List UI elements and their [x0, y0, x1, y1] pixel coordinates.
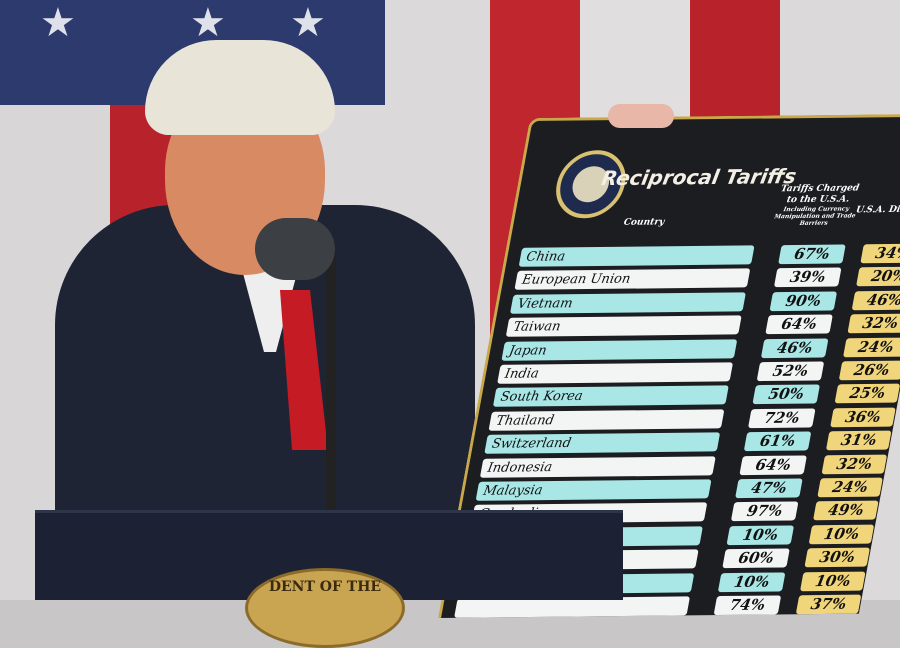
star-icon: ★ [190, 0, 226, 46]
charged-cell: 72% [748, 408, 816, 428]
charged-cell: 10% [726, 525, 795, 545]
reciprocal-cell: 20% [856, 266, 900, 287]
table-row: Taiwan 64% 32% [493, 313, 900, 338]
table-row: Indonesia 64% 32% [467, 454, 892, 478]
microphone-icon [255, 218, 335, 280]
reciprocal-cell: 32% [847, 313, 900, 334]
reciprocal-cell: 24% [843, 337, 900, 357]
charged-cell: 50% [752, 384, 820, 405]
reciprocal-cell: 30% [804, 547, 870, 568]
table-row: Japan 46% 24% [488, 337, 900, 361]
country-cell: Taiwan [505, 315, 742, 338]
charged-cell: 64% [765, 314, 833, 335]
table-row: India 52% 26% [484, 360, 900, 385]
star-icon: ★ [40, 0, 76, 46]
table-row: Vietnam 90% 46% [497, 290, 900, 314]
charged-cell: 74% [713, 595, 782, 616]
column-header-charged: Tariffs Charged to the U.S.A. Including C… [773, 183, 861, 227]
table-row: South Korea 50% 25% [480, 383, 900, 408]
reciprocal-cell: 25% [834, 383, 900, 404]
charged-cell: 90% [769, 291, 838, 311]
country-cell: Thailand [488, 409, 725, 431]
country-cell: Vietnam [510, 292, 746, 314]
reciprocal-cell: 31% [825, 430, 892, 451]
country-cell: South Korea [492, 385, 729, 408]
country-cell: China [518, 245, 755, 267]
reciprocal-cell: 32% [821, 454, 888, 474]
reciprocal-cell: 37% [795, 594, 862, 615]
country-cell: Japan [501, 338, 738, 361]
table-row: China 67% 34% [505, 243, 900, 268]
column-header-reciprocal: U.S.A. Dis… Reciproca… [855, 204, 900, 216]
charged-cell: 10% [717, 572, 786, 592]
reciprocal-cell: 24% [817, 477, 883, 498]
reciprocal-cell: 10% [800, 571, 866, 591]
country-cell: Malaysia [475, 479, 712, 501]
star-icon: ★ [290, 0, 326, 46]
charged-cell: 97% [730, 501, 799, 522]
charged-cell: 47% [735, 478, 803, 499]
table-row: Thailand 72% 36% [475, 407, 900, 431]
column-header-country: Country [622, 217, 666, 228]
charged-cell: 39% [773, 267, 842, 288]
reciprocal-cell: 49% [812, 500, 879, 521]
charged-cell: 46% [760, 338, 829, 358]
charged-cell: 52% [756, 361, 825, 382]
table-row: European Union 39% 20% [501, 266, 900, 291]
country-cell: Indonesia [479, 455, 716, 478]
reciprocal-cell: 46% [851, 290, 900, 311]
charged-cell: 64% [739, 455, 808, 475]
country-cell: India [497, 362, 734, 384]
podium-seal: DENT OF THE [245, 568, 405, 648]
charged-cell: 60% [722, 548, 790, 569]
charged-cell: 67% [778, 244, 846, 265]
microphone-stand [326, 250, 336, 515]
board-title: Reciprocal Tariffs [599, 164, 799, 191]
reciprocal-cell: 26% [838, 360, 900, 381]
table-row: Malaysia 47% 24% [462, 477, 887, 502]
speaker-hair [145, 40, 335, 135]
charged-cell: 61% [743, 431, 812, 452]
hand-holding-board [608, 104, 674, 128]
table-row: Switzerland 61% 31% [471, 430, 896, 455]
reciprocal-cell: 34% [860, 243, 900, 264]
country-cell: Switzerland [484, 432, 721, 455]
reciprocal-cell: 36% [830, 407, 896, 428]
country-cell: European Union [514, 268, 751, 291]
reciprocal-cell: 10% [808, 524, 875, 545]
